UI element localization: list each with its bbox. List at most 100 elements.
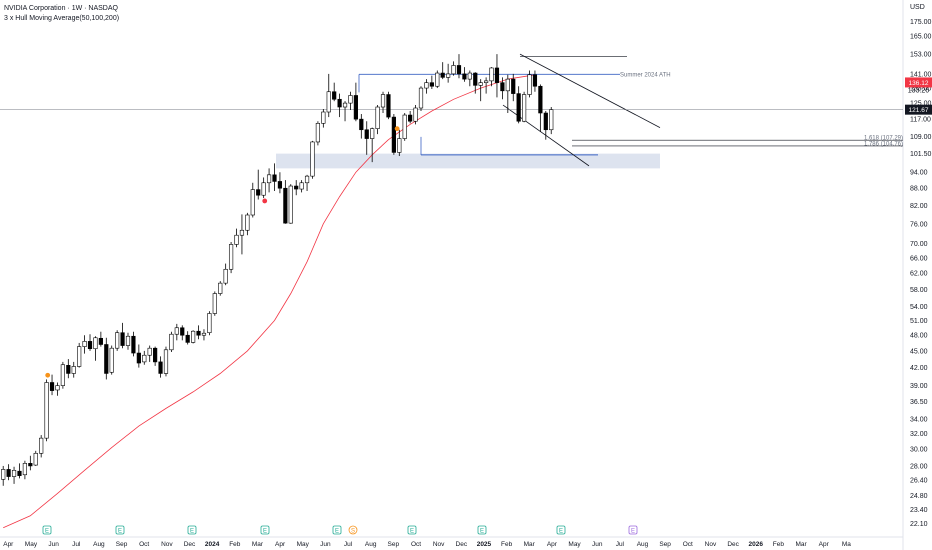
candle-body [413,107,418,122]
price-tick-label: 32.00 [910,431,928,438]
candle-body [77,346,82,367]
candle-body [386,94,391,118]
event-marker-label: E [480,528,484,534]
time-tick-label: Apr [275,541,286,548]
time-tick-label: 2026 [749,541,764,548]
level-label-ath: Summer 2024 ATH [620,72,671,78]
earnings-event-marker [556,525,566,535]
candle-body [153,347,158,363]
candle-body [451,65,456,75]
price-tag-sub-label: 133.26 [908,87,930,94]
candle-body [158,361,163,374]
time-tick-label: Oct [683,541,693,548]
candle-body [397,138,402,153]
candle-body [169,333,174,351]
event-marker-label: E [190,528,194,534]
event-marker-label: S [351,528,355,534]
candle-body [201,332,207,336]
candle-body [424,82,429,89]
candle-body [93,337,98,350]
candle-body [429,82,434,87]
candle-body [283,187,288,224]
candle-body [391,116,396,153]
price-tag-bg [905,77,932,88]
time-tick-label: Nov [705,541,717,548]
event-marker-label: E [335,528,339,534]
price-tick-label: 42.00 [910,365,928,372]
time-tick-label: Mar [795,541,807,548]
price-tick-label: 58.00 [910,287,928,294]
candle-body [489,67,494,82]
price-tick-label: 94.00 [910,170,928,177]
event-marker-label: E [118,528,122,534]
candle-body [364,129,369,139]
candle-body [39,437,44,454]
candle-body [359,118,364,131]
candle-body [109,347,114,373]
candle-body [66,365,71,374]
time-tick-label: Mar [524,541,536,548]
event-marker-label: E [263,528,267,534]
fib-label-1618: 1.618 (107.29) [864,136,903,142]
price-tick-label: 45.00 [910,348,928,355]
time-tick-label: 2024 [205,541,220,548]
candle-body [147,347,152,356]
time-tick-label: Feb [773,541,785,548]
time-tick-label: Oct [411,541,421,548]
candle-body [1,469,6,480]
time-tick-label: Ma [842,541,851,548]
time-tick-label: Sep [659,541,671,548]
price-tick-label: 70.00 [910,241,928,248]
candle-body [28,463,33,467]
signal-dot-red [262,198,268,204]
time-tick-label: Aug [365,541,377,548]
candle-body [446,73,451,78]
time-tick-label: May [297,541,310,548]
candle-body [332,91,337,100]
earnings-event-marker [628,525,638,535]
candle-body [342,102,348,108]
candle-body [494,67,500,83]
earnings-event-marker [187,525,197,535]
candle-body [125,335,131,346]
support-zone [276,153,660,169]
time-tick-label: May [25,541,38,548]
candle-body [473,72,478,86]
split-event-marker [348,525,358,535]
candle-body [163,349,169,374]
event-marker-label: E [631,528,635,534]
candle-body [348,95,353,104]
candle-body [11,470,17,477]
candle-body [223,268,228,284]
candle-body [321,111,326,124]
candle-body [136,352,141,364]
candle-body [191,330,196,343]
candle-body [538,85,543,114]
candle-body [353,95,358,120]
candle-body [337,98,342,108]
earnings-event-marker [260,525,270,535]
indicator-label[interactable]: 3 x Hull Moving Average(50,100,200) [4,15,120,22]
price-tick-label: 62.00 [910,271,928,278]
signal-dot-orange [45,372,51,378]
price-tick-label: 30.00 [910,447,928,454]
fib-label-1786: 1.786 (104.76) [864,141,903,147]
candle-body [310,141,315,177]
candle-body [234,234,239,245]
price-tick-label: 153.00 [910,52,932,59]
time-tick-label: Mar [252,541,264,548]
time-tick-label: Jul [72,541,81,548]
candle-body [521,94,527,122]
candle-body [212,293,217,314]
time-tick-label: Nov [433,541,445,548]
price-tick-label: 39.00 [910,383,928,390]
price-tick-label: 34.00 [910,416,928,423]
time-tick-label: Dec [727,541,739,548]
earnings-event-marker [407,525,417,535]
time-tick-label: Sep [116,541,128,548]
symbol-title[interactable]: NVIDIA Corporation · 1W · NASDAQ [4,5,118,12]
candle-body [505,78,510,92]
candle-body [239,229,245,236]
time-tick-label: May [568,541,581,548]
